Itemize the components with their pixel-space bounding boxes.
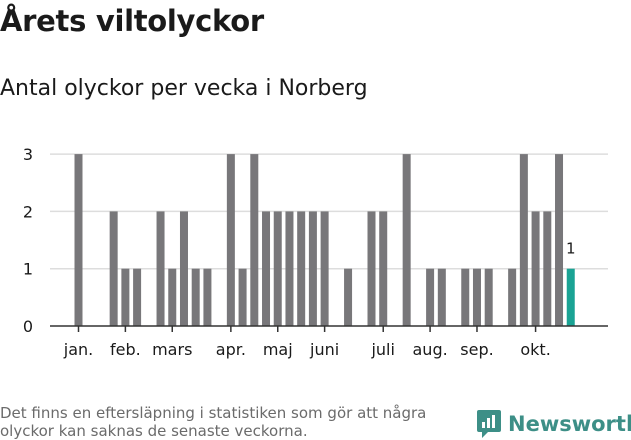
bar — [168, 268, 177, 326]
newsworthy-logo-icon — [477, 410, 501, 438]
bar — [379, 211, 388, 326]
bar — [250, 154, 259, 326]
brand-name: Newsworthy — [508, 412, 631, 436]
bar — [519, 154, 528, 326]
y-tick-label: 2 — [23, 202, 33, 221]
chart-title: Årets viltolyckor — [0, 4, 264, 38]
bar — [402, 154, 411, 326]
bar — [320, 211, 329, 326]
month-label: jan. — [63, 340, 93, 359]
bar — [472, 268, 481, 326]
month-label: aug. — [413, 340, 448, 359]
bar — [308, 211, 317, 326]
bar — [484, 268, 493, 326]
y-axis-ticks: 0 1 2 3 — [23, 145, 33, 336]
bar — [367, 211, 376, 326]
bar — [109, 211, 118, 326]
bar — [203, 268, 212, 326]
bar — [344, 268, 353, 326]
bar — [285, 211, 294, 326]
chart-subtitle: Antal olyckor per vecka i Norberg — [0, 76, 368, 101]
bar — [238, 268, 247, 326]
month-label: sep. — [460, 340, 493, 359]
y-tick-label: 3 — [23, 145, 33, 164]
month-label: apr. — [216, 340, 246, 359]
bar — [297, 211, 306, 326]
bar — [543, 211, 552, 326]
bar — [531, 211, 540, 326]
bar — [426, 268, 435, 326]
bar — [133, 268, 142, 326]
bar — [555, 154, 564, 326]
bars — [74, 154, 575, 326]
bar — [461, 268, 470, 326]
month-label: juni — [309, 340, 339, 359]
bar — [191, 268, 200, 326]
month-label: mars — [152, 340, 192, 359]
bar-highlight — [566, 268, 575, 326]
bar-chart: 0 1 2 3 jan. feb. mars apr. maj juni juli aug. sep.… — [23, 145, 608, 359]
data-labels: 1 — [566, 240, 576, 258]
month-label: juli — [370, 340, 394, 359]
y-tick-label: 1 — [23, 260, 33, 279]
bar — [273, 211, 282, 326]
bar — [121, 268, 130, 326]
brand[interactable]: Newsworthy — [476, 408, 631, 440]
month-label: feb. — [110, 340, 141, 359]
highlight-value-label: 1 — [566, 240, 576, 258]
footnote: Det finns en eftersläpning i statistiken… — [0, 404, 427, 440]
bar — [226, 154, 235, 326]
month-label: okt. — [520, 340, 550, 359]
month-label: maj — [263, 340, 293, 359]
bar — [156, 211, 165, 326]
bar — [74, 154, 83, 326]
y-tick-label: 0 — [23, 317, 33, 336]
bar — [437, 268, 446, 326]
bar — [262, 211, 271, 326]
x-axis: jan. feb. mars apr. maj juni juli aug. sep. okt. — [50, 325, 608, 359]
bar — [179, 211, 188, 326]
bar — [508, 268, 517, 326]
